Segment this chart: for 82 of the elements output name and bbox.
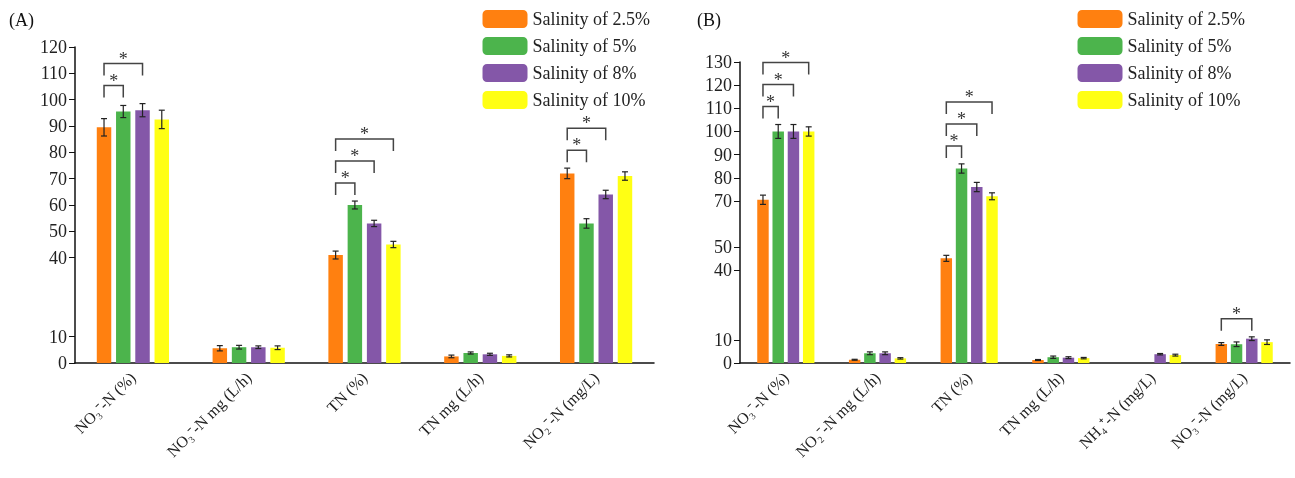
- y-tick-label: 40: [714, 260, 732, 281]
- bar: [986, 196, 998, 363]
- legend-label: Salinity of 5%: [1127, 36, 1232, 56]
- annotation: *: [118, 48, 128, 69]
- y-tick-label: 0: [723, 353, 732, 373]
- legend-label: Salinity of 2.5%: [532, 9, 651, 29]
- bar: [96, 127, 112, 363]
- bar: [617, 176, 633, 363]
- bar: [802, 131, 815, 363]
- y-tick-label: 50: [714, 237, 732, 258]
- y-tick-label: 10: [714, 329, 732, 350]
- legend-label: Salinity of 8%: [532, 63, 637, 83]
- bar: [772, 131, 784, 363]
- bar: [386, 244, 401, 363]
- chart-title: (A): [9, 10, 34, 31]
- chart-title: (B): [697, 10, 721, 31]
- annotation: *: [360, 124, 369, 145]
- bar: [1246, 338, 1258, 363]
- annotation: *: [1232, 303, 1242, 324]
- bar: [154, 119, 170, 363]
- y-tick-label: 70: [714, 190, 732, 211]
- legend-label: Salinity of 8%: [1127, 63, 1232, 83]
- bar: [366, 223, 382, 363]
- bar: [579, 223, 594, 363]
- bar: [231, 347, 247, 363]
- bar: [1215, 344, 1228, 363]
- annotation: *: [957, 108, 967, 129]
- bar: [757, 199, 769, 363]
- y-tick-label: 110: [705, 98, 732, 119]
- annotation: *: [766, 91, 776, 112]
- bar: [1047, 357, 1059, 363]
- y-tick-label: 100: [705, 121, 732, 142]
- bar: [864, 353, 876, 363]
- legend-label: Salinity of 10%: [1127, 90, 1241, 110]
- annotation: *: [572, 135, 582, 156]
- y-tick-label: 60: [49, 195, 67, 215]
- y-tick-label: 120: [40, 37, 67, 57]
- y-tick-label: 50: [49, 221, 67, 242]
- x-tick-label: TN (%): [323, 368, 372, 417]
- y-tick-label: 100: [40, 89, 67, 110]
- bar: [879, 353, 891, 363]
- bar: [116, 111, 131, 363]
- bar: [787, 131, 800, 363]
- annotation: *: [581, 113, 591, 134]
- x-tick-label: TN (%): [928, 368, 976, 417]
- annotation: *: [964, 86, 974, 107]
- bar: [559, 173, 575, 363]
- bar: [135, 110, 150, 363]
- annotation: *: [350, 146, 360, 167]
- annotation: *: [781, 47, 791, 68]
- legend-label: Salinity of 2.5%: [1127, 9, 1246, 29]
- y-tick-label: 110: [40, 63, 67, 84]
- y-tick-label: 80: [49, 142, 67, 163]
- annotation: *: [340, 168, 350, 189]
- y-tick-label: 130: [705, 52, 732, 72]
- bar: [1261, 342, 1273, 363]
- bar: [971, 187, 983, 363]
- y-tick-label: 80: [714, 167, 732, 188]
- annotation: *: [773, 69, 783, 90]
- bar: [328, 255, 343, 363]
- bar: [270, 347, 285, 363]
- y-tick-label: 90: [49, 116, 67, 136]
- bar: [955, 168, 968, 363]
- bar: [212, 348, 228, 363]
- bar: [482, 354, 498, 363]
- annotation: *: [949, 130, 959, 151]
- bar: [598, 194, 613, 363]
- legend-label: Salinity of 5%: [532, 36, 637, 56]
- y-tick-label: 40: [49, 247, 67, 268]
- bar: [463, 352, 478, 363]
- y-tick-label: 70: [49, 168, 67, 189]
- bar: [444, 356, 459, 363]
- bar: [251, 347, 266, 363]
- legend-label: Salinity of 10%: [532, 90, 646, 110]
- bar: [940, 258, 953, 363]
- bar: [347, 205, 363, 363]
- y-tick-label: 0: [58, 353, 67, 373]
- bar: [1230, 344, 1243, 363]
- y-tick-label: 90: [714, 144, 732, 165]
- y-tick-label: 120: [705, 75, 732, 96]
- annotation: *: [109, 70, 119, 91]
- y-tick-label: 10: [49, 326, 67, 347]
